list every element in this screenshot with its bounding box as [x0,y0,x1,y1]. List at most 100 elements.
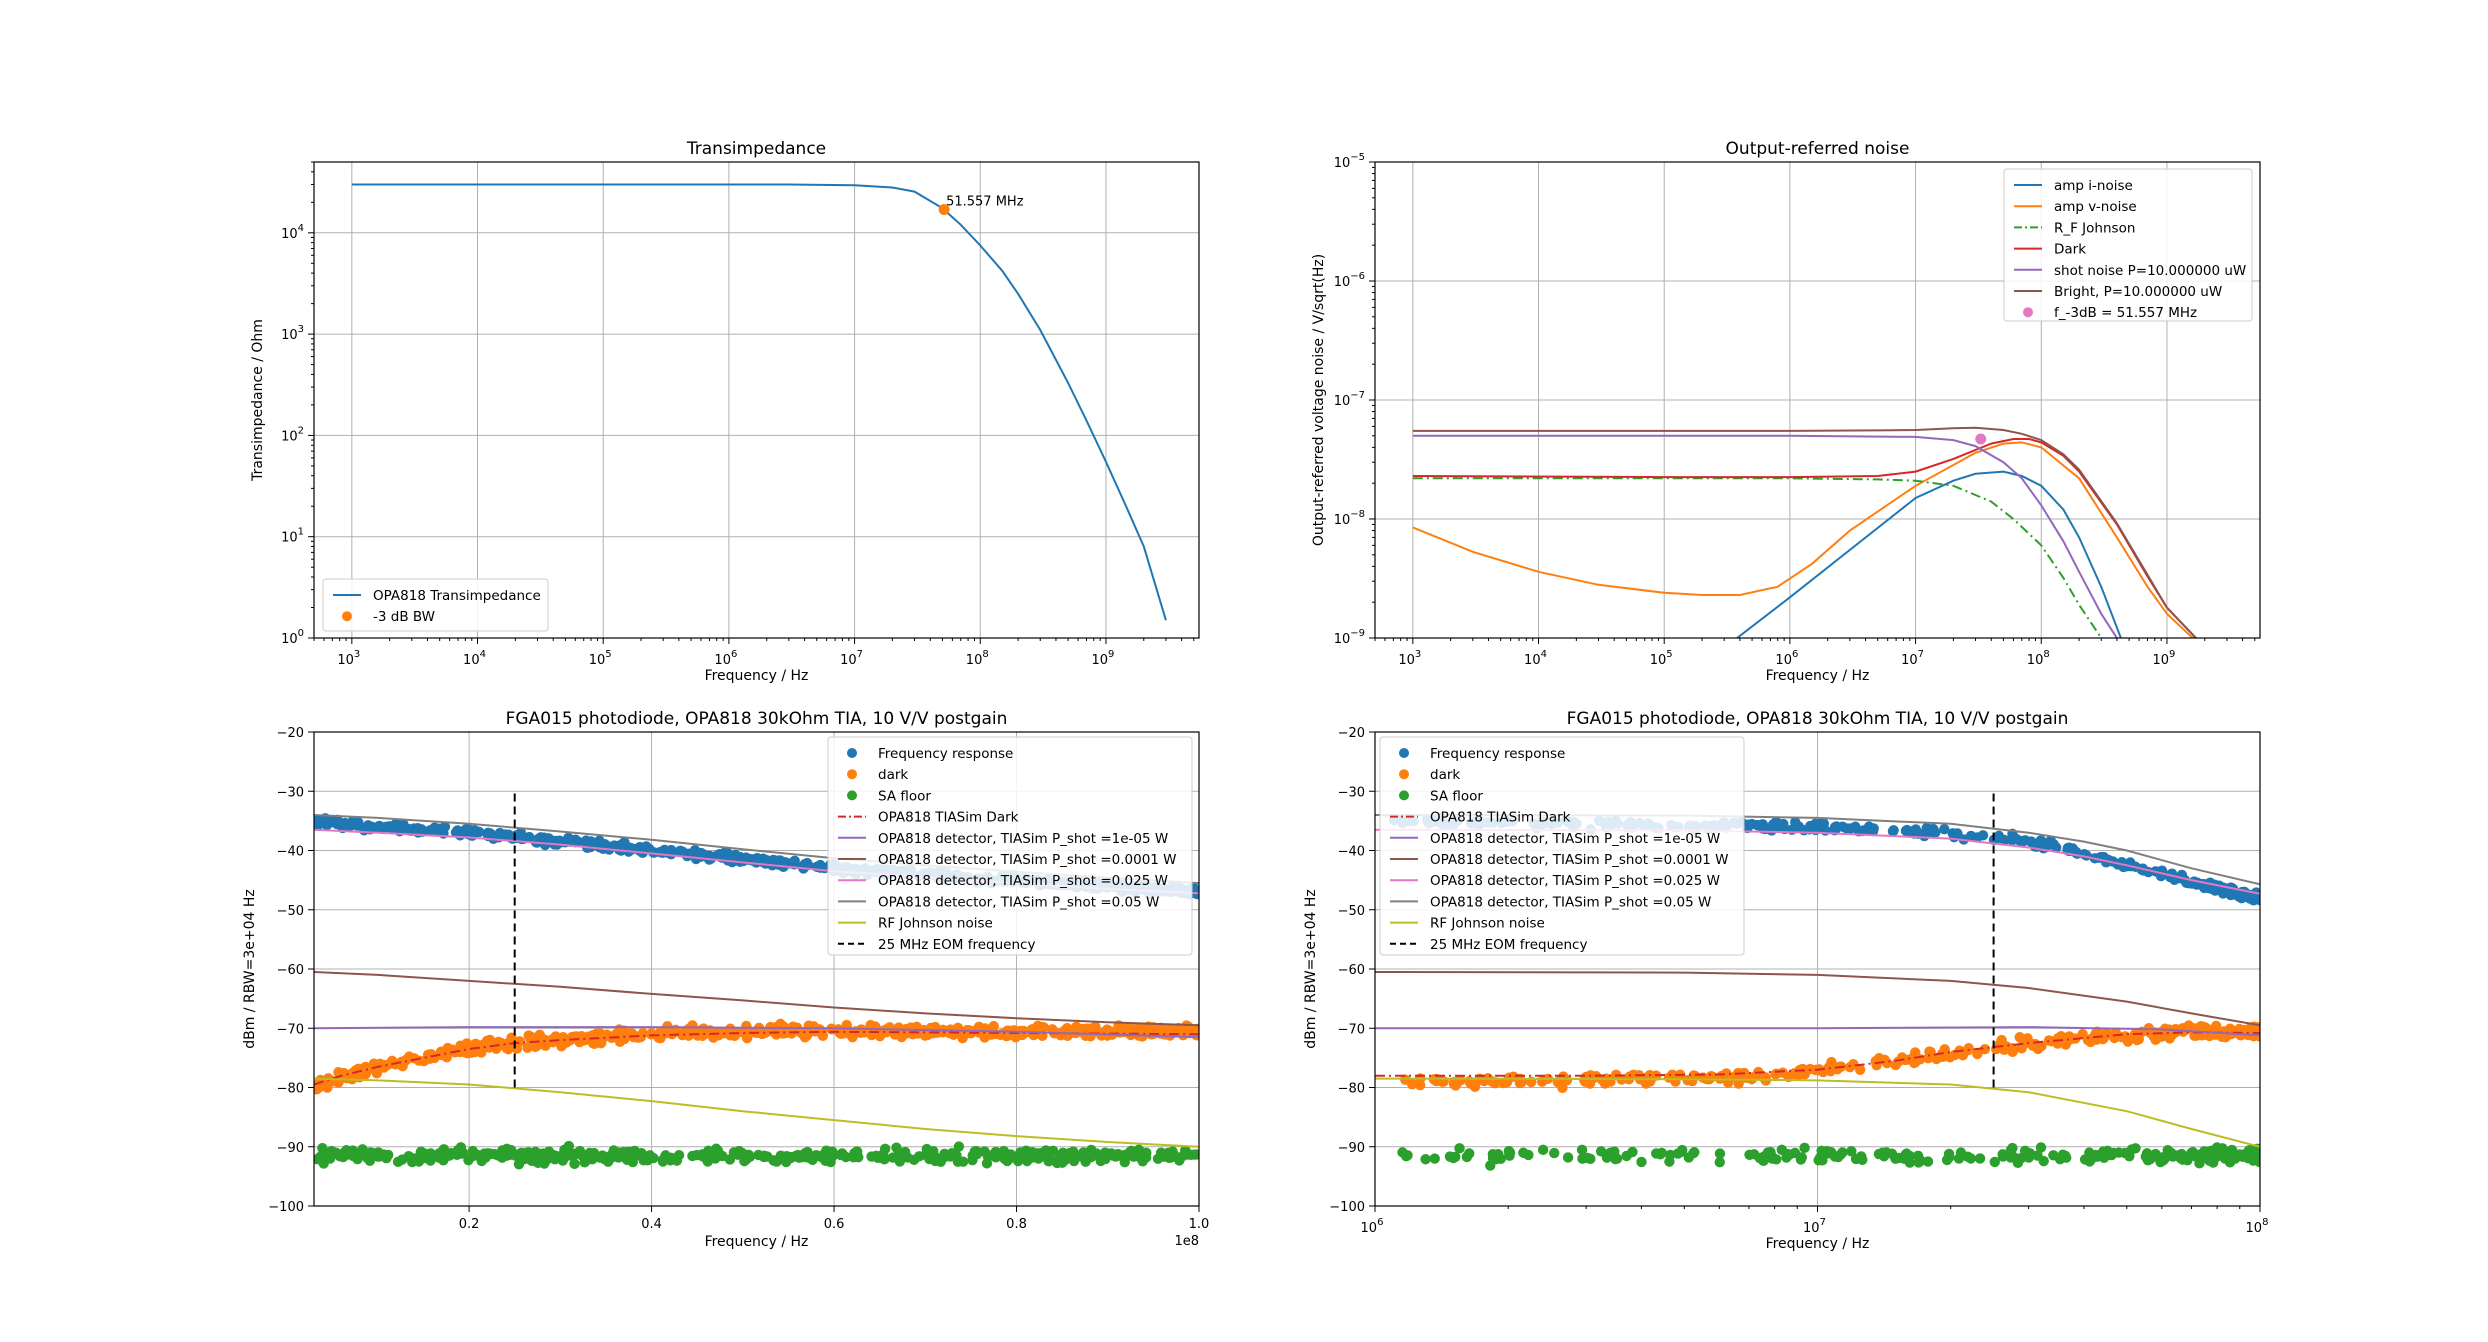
data-point [418,1055,430,1067]
x-tick-label-exponent: 3 [354,649,360,660]
series-opa818-detector-tiasim-p_shot-0-0001-w [314,971,1199,1027]
data-point [2048,1150,2059,1161]
data-point [1021,1155,1033,1167]
y-axis-label: dBm / RBW=3e+04 Hz [1303,889,1319,1049]
y-tick-label-base: 10 [1334,275,1351,290]
data-point [1429,1153,1440,1164]
data-point [1845,823,1856,834]
data-point [1789,1147,1801,1159]
data-point [1867,825,1879,837]
y-tick-label-base: 10 [1334,632,1351,647]
data-point [2155,1156,2166,1168]
data-point [1904,1150,1915,1162]
x-tick-label: 107 [1901,649,1924,668]
x-axis-label: Frequency / Hz [1766,668,1870,684]
data-point [820,1148,832,1159]
data-point [1489,1077,1501,1089]
data-point [1989,1156,2000,1168]
x-tick-label: 107 [1803,1217,1826,1236]
data-point [1078,1147,1089,1158]
y-tick-label: −80 [277,1082,304,1097]
x-tick-label-base: 10 [1524,653,1541,668]
x-tick-label: 103 [1398,649,1421,668]
data-point [2176,1148,2187,1160]
data-point [583,1151,594,1162]
x-tick-label-base: 10 [2152,653,2169,668]
x-tick-label-exponent: 3 [1415,649,1421,660]
data-point [2091,1151,2103,1162]
data-point [1742,820,1754,831]
data-point [1873,1148,1885,1160]
x-tick-label-base: 10 [1091,653,1108,668]
y-tick-label: 10−8 [1334,509,1365,528]
data-point [1913,1157,1924,1168]
data-point [1636,1156,1647,1168]
data-point [503,829,514,840]
x-tick-label: 106 [714,649,737,668]
plot-area [314,791,1199,1170]
series-amp-i-noise [1736,470,2122,638]
x-tick-label-exponent: 7 [1820,1217,1826,1228]
data-point [765,856,777,867]
legend: amp i-noise amp v-noise R_F Johnson Dark sho… [2003,168,2253,322]
x-tick-label: 104 [1524,649,1547,668]
data-point [1580,1071,1592,1083]
x-tick-label-exponent: 6 [1377,1217,1383,1228]
data-point [891,1142,902,1153]
data-point [489,1148,500,1160]
y-tick-label: 104 [281,223,304,242]
y-tick-label-base: 10 [281,328,298,343]
y-tick-label-exponent: 4 [298,223,304,234]
x-tick-label-base: 10 [1361,1221,1378,1236]
data-point [1682,1075,1693,1086]
data-point [494,827,506,839]
legend-label: RF Johnson noise [878,916,993,932]
y-tick-label: −50 [277,904,304,919]
legend: Frequency response dark SA floor OPA818 TIA… [827,736,1193,956]
data-point [1557,1082,1568,1094]
y-tick-label-base: 10 [281,227,298,242]
data-point [1903,825,1915,837]
y-tick-label: 10−5 [1334,152,1365,171]
data-point [1665,1149,1676,1161]
legend-label: RF Johnson noise [1430,916,1545,932]
data-point [957,1156,969,1167]
data-point [1582,1152,1593,1164]
y-tick-label: −100 [1329,1200,1365,1215]
data-point [2009,1152,2020,1163]
data-point [390,818,402,830]
x-tick-label: 105 [1650,649,1673,668]
x-tick-label-exponent: 5 [605,649,611,660]
data-point [795,1150,806,1161]
x-tick-label-exponent: 9 [2169,649,2175,660]
data-point [599,839,611,850]
data-point [565,836,576,847]
chart-2: 103 104 105 106 107 108 10910−910−810−710−610−… [1311,139,2261,684]
data-point [637,1028,649,1039]
data-point [1469,1081,1481,1092]
data-point [2155,1030,2167,1041]
data-point [324,1150,335,1162]
x-tick-label: 108 [2027,649,2050,668]
data-point [1420,1154,1431,1165]
y-tick-label: −70 [277,1022,304,1037]
y-axis-label: dBm / RBW=3e+04 Hz [242,889,258,1049]
data-point [342,818,353,829]
legend-label: dark [878,767,908,783]
data-point [642,1155,653,1166]
x-tick-label: 0.8 [1006,1217,1027,1232]
data-point [1177,1030,1189,1041]
legend-label: OPA818 detector, TIASim P_shot =0.0001 W [1430,852,1729,868]
series-r_f-johnson [1412,477,2103,638]
data-point [1595,1146,1607,1157]
data-point [1040,1145,1052,1156]
data-point [2011,834,2022,845]
data-point [2022,1033,2033,1044]
data-point [790,1025,801,1036]
data-point [2007,1142,2018,1154]
legend-label: OPA818 detector, TIASim P_shot =1e-05 W [1430,831,1720,847]
x-tick-label-base: 10 [337,653,354,668]
data-point [1714,1148,1726,1159]
legend-label: amp i-noise [2054,178,2133,194]
x-tick-label-base: 10 [1650,653,1667,668]
